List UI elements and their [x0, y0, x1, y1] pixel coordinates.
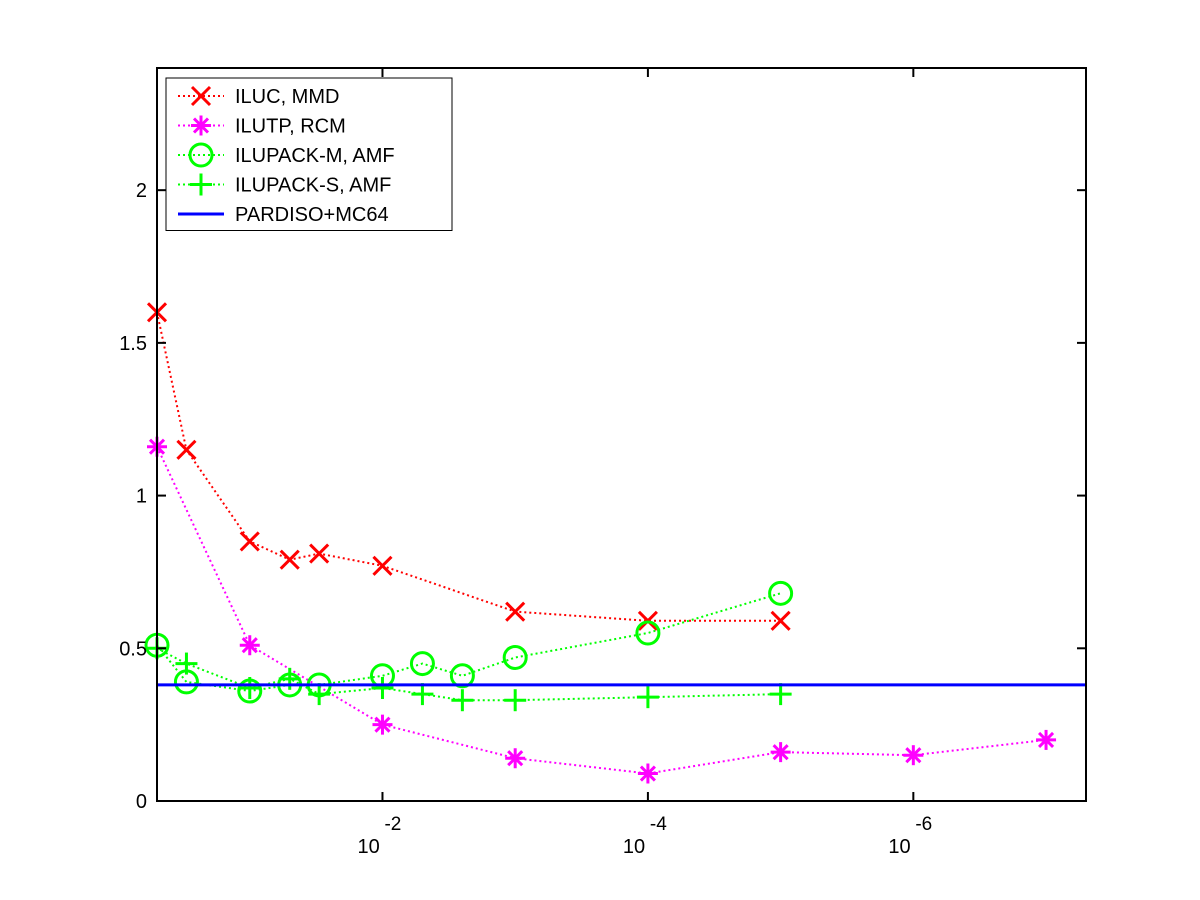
legend-item-0: ILUC, MMD [178, 85, 339, 108]
legend-item-4: PARDISO+MC64 [178, 204, 389, 226]
data-point-2-7 [449, 663, 475, 689]
plot-frame [156, 67, 1087, 802]
data-point-3-4 [308, 683, 331, 706]
legend: ILUC, MMD ILUTP, RCM ILUPACK-M, AMF ILUPACK… [165, 77, 453, 231]
y-tick-label-3: 1.5 [119, 333, 147, 355]
legend-item-2: ILUPACK-M, AMF [178, 142, 395, 168]
x-tick-exponent-1: -4 [650, 814, 667, 835]
x-tick-label-2: 10 [888, 836, 910, 858]
x-tick-label-1: 10 [623, 836, 645, 858]
data-point-3-1 [175, 652, 198, 675]
data-point-3-6 [411, 683, 434, 706]
x-tick-label-0: 10 [357, 836, 379, 858]
data-point-0-4 [309, 543, 330, 564]
data-point-0-8 [770, 610, 791, 631]
series-line-3 [156, 647, 781, 702]
legend-label-4: PARDISO+MC64 [235, 204, 389, 226]
data-point-3-8 [504, 689, 527, 712]
x-tick-exponent-2: -6 [915, 814, 932, 835]
y-tick-label-1: 0.5 [119, 638, 147, 660]
legend-marker-1 [191, 115, 211, 136]
y-tick-label-0: 0 [136, 791, 147, 813]
data-point-3-9 [636, 686, 659, 709]
legend-label-2: ILUPACK-M, AMF [235, 145, 395, 167]
legend-item-1: ILUTP, RCM [178, 115, 346, 138]
data-point-1-1 [239, 635, 260, 656]
legend-marker-2 [188, 142, 214, 168]
data-point-3-5 [371, 676, 394, 699]
y-tick-label-4: 2 [136, 180, 147, 202]
data-point-2-8 [502, 644, 528, 670]
data-point-1-6 [903, 745, 924, 766]
data-point-0-2 [239, 531, 260, 552]
data-point-1-7 [1036, 729, 1057, 750]
data-point-0-1 [176, 439, 197, 460]
data-point-3-2 [238, 676, 261, 699]
y-tick-label-2: 1 [136, 486, 147, 508]
data-point-0-3 [279, 549, 300, 570]
data-point-2-9 [635, 620, 661, 646]
data-point-3-7 [451, 689, 474, 712]
data-point-1-3 [505, 748, 526, 769]
data-point-0-5 [372, 555, 393, 576]
series-0 [146, 302, 791, 631]
data-point-2-6 [409, 651, 435, 677]
data-point-0-6 [505, 601, 526, 622]
data-point-3-10 [769, 683, 792, 706]
legend-label-1: ILUTP, RCM [235, 116, 346, 138]
x-tick-exponent-0: -2 [384, 814, 401, 835]
data-point-2-10 [768, 580, 794, 606]
legend-label-3: ILUPACK-S, AMF [235, 175, 391, 197]
legend-label-0: ILUC, MMD [235, 86, 339, 108]
legend-marker-3 [190, 173, 212, 196]
data-point-1-4 [637, 763, 658, 784]
legend-item-3: ILUPACK-S, AMF [178, 173, 391, 197]
data-point-1-5 [770, 742, 791, 763]
data-point-1-2 [372, 714, 393, 735]
legend-marker-0 [190, 85, 212, 107]
